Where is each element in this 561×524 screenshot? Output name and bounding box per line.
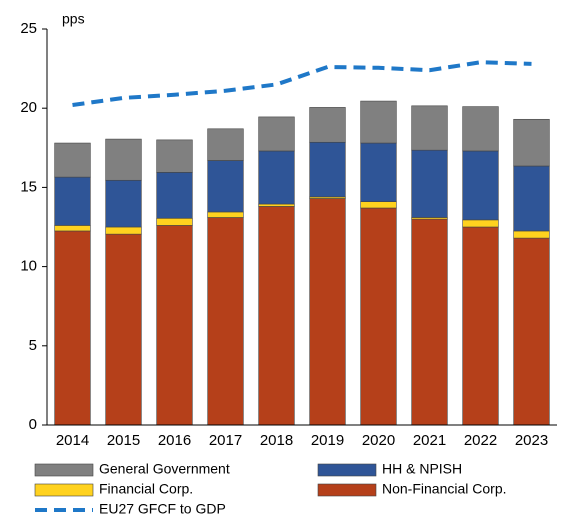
bar-segment <box>309 141 346 198</box>
x-tick-label: 2018 <box>260 432 293 449</box>
bar-segment <box>207 128 244 161</box>
y-tick-label: 0 <box>29 416 37 433</box>
bar-segment <box>105 179 142 228</box>
bar-segment <box>411 105 448 151</box>
bar-segment <box>54 230 91 426</box>
bar-segment <box>105 233 142 426</box>
bar-segment <box>360 100 397 144</box>
y-tick-label: 5 <box>29 337 37 354</box>
bar-segment <box>513 230 550 239</box>
x-tick-label: 2022 <box>464 432 497 449</box>
x-tick-label: 2017 <box>209 432 242 449</box>
y-tick-label: 10 <box>20 258 37 275</box>
bar-segment <box>462 106 499 152</box>
bar-segment <box>258 206 295 426</box>
bar-segment <box>156 225 193 426</box>
bar-segment <box>411 218 448 426</box>
y-tick-label: 15 <box>20 178 37 195</box>
bar-segment <box>309 107 346 143</box>
legend-swatch <box>34 463 94 477</box>
bar-segment <box>156 217 193 226</box>
legend-label: Non-Financial Corp. <box>382 481 507 497</box>
bar-segment <box>258 116 295 152</box>
x-tick-label: 2023 <box>515 432 548 449</box>
x-tick-label: 2016 <box>158 432 191 449</box>
bar-segment <box>513 118 550 167</box>
x-tick-label: 2015 <box>107 432 140 449</box>
x-tick-label: 2021 <box>413 432 446 449</box>
bar-segment <box>54 225 91 232</box>
bar-segment <box>360 207 397 426</box>
bar-segment <box>462 219 499 228</box>
bar-segment <box>54 176 91 226</box>
bar-segment <box>360 142 397 202</box>
x-tick-label: 2020 <box>362 432 395 449</box>
x-tick-label: 2014 <box>56 432 89 449</box>
legend-swatch <box>317 483 377 497</box>
y-unit: pps <box>62 11 85 27</box>
bar-segment <box>411 149 448 218</box>
bar-segment <box>258 150 295 205</box>
bar-segment <box>513 237 550 426</box>
bar-segment <box>360 201 397 209</box>
bar-segment <box>462 226 499 426</box>
bar-segment <box>207 217 244 426</box>
bar-segment <box>462 150 499 221</box>
bar-segment <box>54 142 91 178</box>
bar-segment <box>156 172 193 219</box>
legend-swatch <box>34 483 94 497</box>
bar-segment <box>258 203 295 207</box>
y-tick-label: 25 <box>20 20 37 37</box>
legend-label: HH & NPISH <box>382 461 462 477</box>
bar-segment <box>207 211 244 218</box>
legend-label: General Government <box>99 461 230 477</box>
bar-segment <box>156 139 193 173</box>
line <box>72 60 532 108</box>
bar-segment <box>309 198 346 426</box>
x-tick-label: 2019 <box>311 432 344 449</box>
bar-segment <box>207 160 244 213</box>
legend-label: EU27 GFCF to GDP <box>99 501 226 517</box>
y-tick-label: 20 <box>20 99 37 116</box>
bar-segment <box>105 226 142 235</box>
bar-segment <box>105 138 142 181</box>
bar-segment <box>513 165 550 232</box>
legend-label: Financial Corp. <box>99 481 193 497</box>
legend-swatch <box>317 463 377 477</box>
